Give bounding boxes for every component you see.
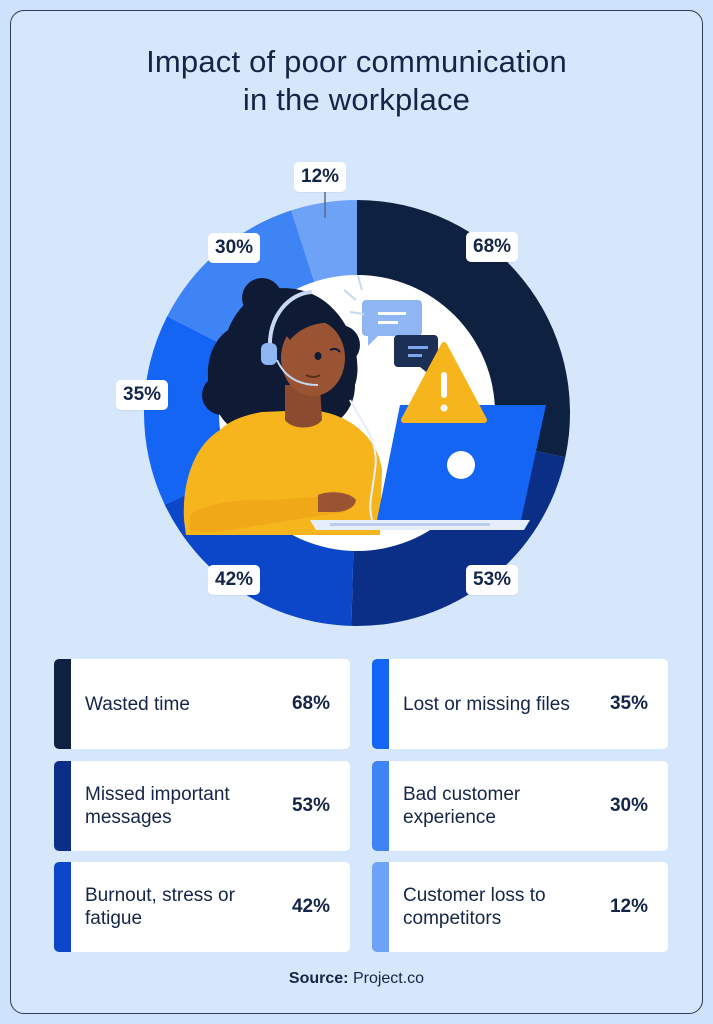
source-prefix: Source: [288, 970, 349, 987]
legend-card-customer-experience: Bad customer experience 30% [372, 761, 668, 851]
legend-card-burnout: Burnout, stress or fatigue 42% [54, 862, 350, 952]
chat-bubble-icon [362, 300, 422, 346]
donut-chart [144, 188, 571, 627]
legend-color-bar [372, 862, 389, 952]
legend-label: Lost or missing files [403, 693, 570, 715]
legend-label: Missed important messages [85, 784, 230, 828]
legend-label: Bad customer experience [403, 784, 521, 828]
headset-icon [261, 290, 319, 386]
legend-card-customer-loss: Customer loss to competitors 12% [372, 862, 668, 952]
legend-value: 12% [609, 896, 648, 917]
legend-value: 53% [291, 795, 330, 816]
legend-label: Wasted time [85, 693, 190, 715]
donut-label-53: 53% [466, 565, 519, 595]
legend-value: 30% [609, 795, 648, 816]
legend-value: 42% [291, 896, 330, 917]
source-text: Project.co [352, 970, 425, 987]
donut-label-68: 68% [466, 232, 519, 262]
legend-label: Customer loss to competitors [403, 885, 546, 929]
legend-value: 35% [609, 693, 648, 714]
page-title: Impact of poor communication in the work… [0, 43, 713, 119]
legend-label: Burnout, stress or fatigue [85, 885, 235, 929]
warning-icon [401, 342, 487, 423]
chat-bubble-icon [394, 335, 438, 375]
donut-label-12: 12% [294, 162, 347, 192]
legend-value: 68% [291, 693, 330, 714]
donut-label-30: 30% [208, 233, 261, 263]
legend-color-bar [54, 659, 71, 749]
person-at-laptop-illustration [183, 275, 546, 535]
legend-card-missed-messages: Missed important messages 53% [54, 761, 350, 851]
legend-color-bar [54, 761, 71, 851]
legend-color-bar [372, 761, 389, 851]
legend-color-bar [54, 862, 71, 952]
title-line-1: Impact of poor communication [146, 44, 567, 79]
legend-color-bar [372, 659, 389, 749]
donut-label-35: 35% [116, 380, 169, 410]
source-credit: Source: Project.co [0, 970, 713, 988]
title-line-2: in the workplace [242, 82, 471, 117]
legend-card-lost-files: Lost or missing files 35% [372, 659, 668, 749]
legend-card-wasted-time: Wasted time 68% [54, 659, 350, 749]
donut-label-42: 42% [208, 565, 261, 595]
